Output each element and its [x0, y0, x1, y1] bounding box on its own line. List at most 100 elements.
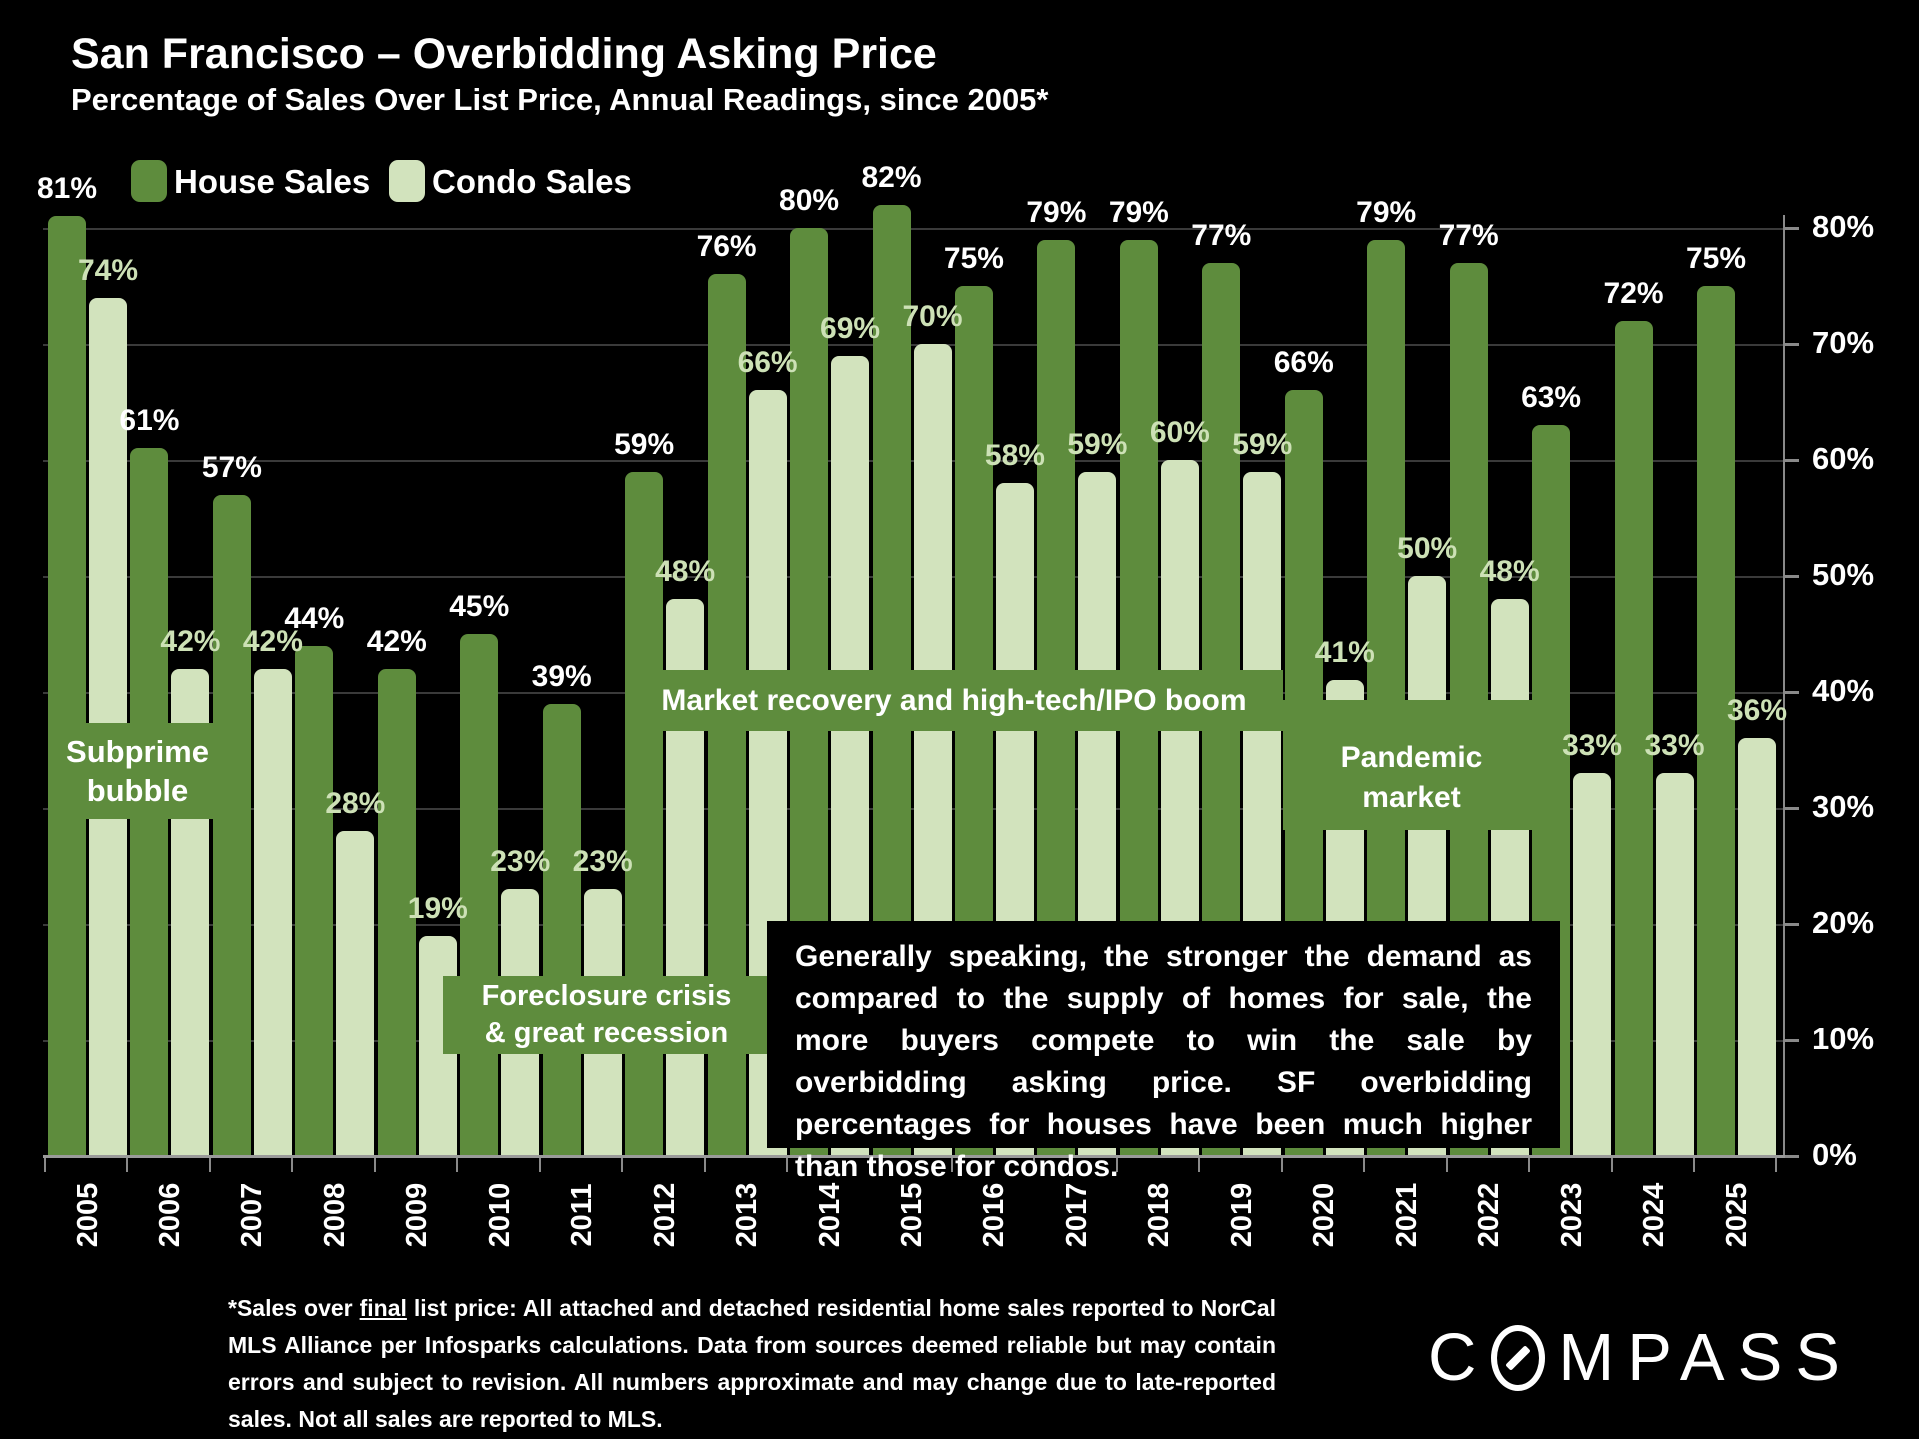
annotation-line: Subprime	[66, 734, 209, 769]
bar-house-2008	[295, 646, 334, 1156]
x-axis-label-2007: 2007	[236, 1182, 269, 1248]
value-label-house-2005: 81%	[36, 172, 98, 205]
legend-condo-label: Condo Sales	[432, 163, 632, 200]
y-axis-label-30: 30%	[1812, 789, 1875, 824]
x-axis-label-2025: 2025	[1720, 1182, 1753, 1248]
x-axis-label-2009: 2009	[401, 1182, 434, 1248]
value-label-house-2018: 79%	[1108, 196, 1169, 229]
gridline-70	[43, 344, 1783, 346]
value-label-condo-2011: 23%	[572, 845, 633, 878]
x-axis-tick	[1363, 1158, 1366, 1172]
x-axis-baseline	[43, 1155, 1785, 1158]
x-axis-tick	[291, 1158, 294, 1172]
value-label-condo-2023: 33%	[1562, 729, 1623, 762]
x-axis-tick	[1033, 1158, 1036, 1172]
y-axis-tick-60	[1783, 459, 1799, 462]
x-axis-tick	[703, 1158, 706, 1172]
y-axis-tick-20	[1783, 923, 1799, 926]
y-axis-label-40: 40%	[1812, 673, 1875, 708]
value-label-house-2022: 77%	[1438, 219, 1499, 252]
annotation-line: market	[1362, 781, 1461, 814]
gridline-30	[43, 808, 1783, 810]
x-axis-tick	[456, 1158, 459, 1172]
y-axis-tick-40	[1783, 691, 1799, 694]
value-label-house-2025: 75%	[1685, 242, 1747, 275]
y-axis-tick-30	[1783, 807, 1799, 810]
value-label-house-2020: 66%	[1273, 346, 1334, 379]
value-label-condo-2006: 42%	[160, 625, 221, 658]
x-axis-label-2024: 2024	[1638, 1182, 1671, 1248]
bar-house-2005	[48, 216, 86, 1156]
value-label-house-2010: 45%	[449, 590, 510, 623]
annotation-line: Foreclosure crisis	[481, 980, 732, 1012]
x-axis-label-2006: 2006	[153, 1182, 186, 1248]
bar-condo-2025	[1738, 738, 1776, 1156]
legend-house-swatch	[131, 160, 167, 202]
x-axis-tick	[126, 1158, 129, 1172]
bar-house-2010	[460, 634, 499, 1156]
bar-house-2024	[1614, 321, 1653, 1156]
y-axis-tick-0	[1783, 1155, 1799, 1158]
x-axis-label-2008: 2008	[318, 1182, 351, 1248]
bar-condo-2007	[253, 669, 292, 1156]
x-axis-label-2011: 2011	[566, 1183, 599, 1247]
value-label-house-2015: 82%	[861, 161, 922, 194]
y-axis-tick-50	[1783, 575, 1799, 578]
value-label-condo-2024: 33%	[1644, 729, 1705, 762]
logo-letters-mpass: MPASS	[1558, 1320, 1853, 1395]
compass-logo: C MPASS	[1428, 1322, 1853, 1394]
x-axis-tick	[621, 1158, 624, 1172]
y-axis-label-80: 80%	[1812, 209, 1875, 244]
page-title: San Francisco – Overbidding Asking Price	[71, 30, 937, 78]
value-label-house-2014: 80%	[779, 184, 840, 217]
value-label-condo-2009: 19%	[407, 892, 468, 925]
y-axis-line	[1783, 215, 1785, 1158]
value-label-house-2024: 72%	[1603, 277, 1664, 310]
x-axis-tick	[1528, 1158, 1531, 1172]
bar-house-2011	[542, 704, 581, 1156]
value-label-condo-2007: 42%	[242, 625, 303, 658]
gridline-80	[43, 228, 1783, 230]
x-axis-tick	[1610, 1158, 1613, 1172]
legend-house-label: House Sales	[174, 163, 371, 200]
value-label-house-2019: 77%	[1191, 219, 1252, 252]
footnote-text: *Sales over	[228, 1295, 360, 1321]
annotation-market-recovery: Market recovery and high-tech/IPO boom	[625, 670, 1283, 731]
value-label-condo-2018: 60%	[1149, 416, 1210, 449]
value-label-house-2009: 42%	[366, 625, 427, 658]
value-label-house-2016: 75%	[943, 242, 1004, 275]
y-axis-tick-80	[1783, 227, 1799, 230]
value-label-condo-2008: 28%	[325, 787, 386, 820]
value-label-house-2008: 44%	[284, 602, 345, 635]
compass-o-icon	[1491, 1325, 1546, 1391]
x-axis-tick	[1115, 1158, 1118, 1172]
value-label-house-2013: 76%	[696, 230, 757, 263]
x-axis-label-2012: 2012	[648, 1182, 681, 1248]
value-label-condo-2015: 70%	[902, 300, 963, 333]
x-axis-tick	[1280, 1158, 1283, 1172]
gridline-60	[43, 460, 1783, 462]
value-label-condo-2025: 36%	[1726, 694, 1788, 727]
gridline-50	[43, 576, 1783, 578]
footnote-underlined-word: final	[359, 1295, 407, 1321]
bar-house-2009	[377, 669, 416, 1156]
bar-condo-2023	[1573, 773, 1612, 1156]
x-axis-label-2013: 2013	[731, 1182, 764, 1248]
x-axis-tick	[1693, 1158, 1695, 1172]
callout-text: Generally speaking, the stronger the dem…	[795, 940, 1532, 1183]
annotation-line: bubble	[86, 773, 189, 808]
x-axis-tick	[868, 1158, 871, 1172]
value-label-house-2006: 61%	[119, 404, 180, 437]
callout-box: Generally speaking, the stronger the dem…	[767, 921, 1560, 1183]
footnote: *Sales over final list price: All attach…	[228, 1290, 1276, 1438]
value-label-condo-2010: 23%	[490, 845, 551, 878]
x-axis-label-2005: 2005	[71, 1182, 104, 1248]
bar-condo-2008	[336, 831, 375, 1156]
logo-letter-c: C	[1428, 1320, 1490, 1395]
annotation-line: Market recovery and high-tech/IPO boom	[661, 683, 1247, 717]
footnote-text: list price: All attached and detached re…	[228, 1295, 1276, 1432]
y-axis-label-50: 50%	[1812, 557, 1875, 592]
value-label-condo-2020: 41%	[1314, 636, 1375, 669]
x-axis-tick	[373, 1158, 376, 1172]
